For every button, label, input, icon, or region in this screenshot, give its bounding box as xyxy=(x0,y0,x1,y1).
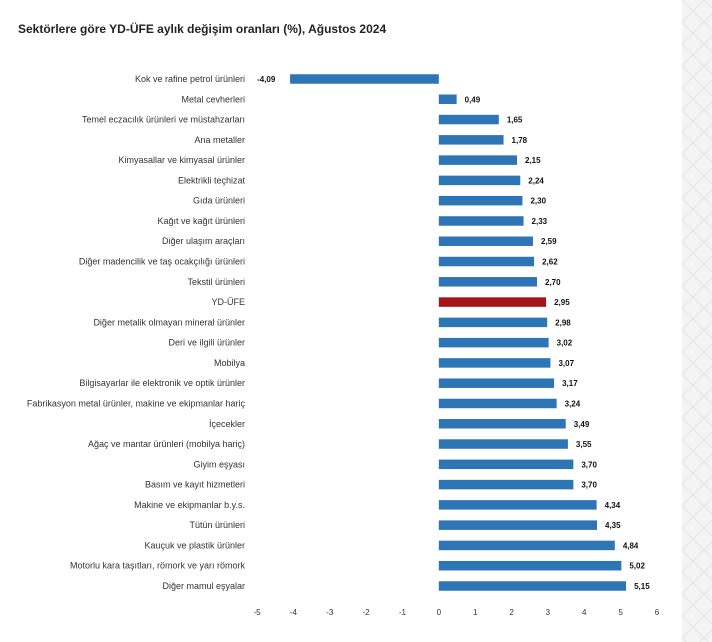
value-label: 4,34 xyxy=(605,501,621,510)
bar xyxy=(438,236,533,246)
category-label: Diğer mamul eşyalar xyxy=(162,581,245,591)
value-label: 5,02 xyxy=(629,562,645,571)
value-label: 4,35 xyxy=(605,521,621,530)
value-label: 2,98 xyxy=(555,318,571,327)
category-label: Giyim eşyası xyxy=(193,459,245,469)
bar xyxy=(438,500,597,510)
bar xyxy=(438,479,574,490)
bar xyxy=(438,195,523,206)
category-label: Motorlu kara taşıtları, römork ve yarı r… xyxy=(70,561,246,571)
x-tick-label: 3 xyxy=(546,608,551,617)
x-tick-label: 0 xyxy=(437,608,442,617)
bar xyxy=(438,216,524,226)
bar xyxy=(438,175,521,186)
bar xyxy=(438,94,457,105)
category-label: Deri ve ilgili ürünler xyxy=(168,338,245,348)
bar xyxy=(438,317,548,328)
bar xyxy=(438,540,615,551)
value-label: 2,15 xyxy=(525,156,541,165)
x-tick-label: -1 xyxy=(399,608,407,617)
bar xyxy=(438,358,551,368)
category-label: Bilgisayarlar ile elektronik ve optik ür… xyxy=(79,378,245,388)
category-label: YD-ÜFE xyxy=(212,297,246,307)
value-label: 3,49 xyxy=(574,420,590,429)
category-label: Ağaç ve mantar ürünleri (mobilya hariç) xyxy=(88,439,245,449)
category-label: Fabrikasyon metal ürünler, makine ve eki… xyxy=(27,398,246,408)
value-label: 2,70 xyxy=(545,278,561,287)
value-label: 2,95 xyxy=(554,298,570,307)
value-label: 2,33 xyxy=(532,217,548,226)
bar xyxy=(290,74,439,84)
bar xyxy=(438,135,504,145)
bar xyxy=(438,337,549,348)
value-label: 3,07 xyxy=(558,359,574,368)
x-tick-label: -4 xyxy=(290,608,298,617)
bar xyxy=(438,297,547,307)
x-tick-label: 2 xyxy=(509,608,514,617)
bar xyxy=(438,459,574,470)
value-label: 3,55 xyxy=(576,440,592,449)
bar xyxy=(438,560,622,571)
value-label: 4,84 xyxy=(623,541,639,550)
value-label: 2,24 xyxy=(528,176,544,185)
category-label: Diğer metalik olmayan mineral ürünler xyxy=(93,317,245,327)
x-tick-label: 4 xyxy=(582,608,587,617)
value-label: 3,02 xyxy=(557,339,573,348)
bar xyxy=(438,398,557,409)
x-tick-label: -3 xyxy=(326,608,334,617)
value-label: 3,70 xyxy=(581,481,597,490)
value-label: 1,65 xyxy=(507,116,523,125)
bar xyxy=(438,581,627,591)
bar xyxy=(438,114,499,125)
category-label: Kok ve rafine petrol ürünleri xyxy=(135,74,245,84)
value-label: 2,59 xyxy=(541,237,557,246)
bar xyxy=(438,419,566,429)
x-tick-label: -2 xyxy=(363,608,371,617)
bar xyxy=(438,439,568,449)
category-label: Elektrikli teçhizat xyxy=(178,175,246,185)
value-label: 3,24 xyxy=(565,399,581,408)
category-label: Metal cevherleri xyxy=(181,94,245,104)
bar xyxy=(438,256,535,267)
category-label: Diğer madencilik ve taş ocakçılığı ürünl… xyxy=(79,257,245,267)
category-label: Temel eczacılık ürünleri ve müstahzarlar… xyxy=(82,115,245,125)
category-label: Kağıt ve kağıt ürünleri xyxy=(157,216,245,226)
category-label: Tekstil ürünleri xyxy=(187,277,245,287)
value-label: -4,09 xyxy=(257,75,276,84)
category-label: Kimyasallar ve kimyasal ürünler xyxy=(118,155,245,165)
bar xyxy=(438,378,555,388)
value-label: 3,17 xyxy=(562,379,578,388)
value-label: 0,49 xyxy=(465,95,481,104)
category-label: Ana metaller xyxy=(194,135,245,145)
category-label: Diğer ulaşım araçları xyxy=(162,236,245,246)
value-label: 2,30 xyxy=(530,197,546,206)
value-label: 1,78 xyxy=(512,136,528,145)
x-tick-label: 1 xyxy=(473,608,478,617)
x-tick-label: 5 xyxy=(618,608,623,617)
category-label: Gıda ürünleri xyxy=(193,196,245,206)
value-label: 3,70 xyxy=(581,460,597,469)
category-label: Kauçuk ve plastik ürünler xyxy=(144,540,245,550)
decorative-pattern-strip xyxy=(682,0,712,642)
bar xyxy=(438,277,537,287)
chart-title: Sektörlere göre YD-ÜFE aylık değişim ora… xyxy=(18,22,387,36)
x-tick-label: -5 xyxy=(253,608,261,617)
bar xyxy=(438,520,597,530)
bar xyxy=(438,155,517,165)
category-label: Makine ve ekipmanlar b.y.s. xyxy=(134,500,245,510)
x-tick-label: 6 xyxy=(655,608,660,617)
category-label: Mobilya xyxy=(214,358,245,368)
value-label: 5,15 xyxy=(634,582,650,591)
category-label: Basım ve kayıt hizmetleri xyxy=(145,480,245,490)
value-label: 2,62 xyxy=(542,258,558,267)
category-label: Tütün ürünleri xyxy=(189,520,245,530)
category-label: İçecekler xyxy=(209,419,245,429)
